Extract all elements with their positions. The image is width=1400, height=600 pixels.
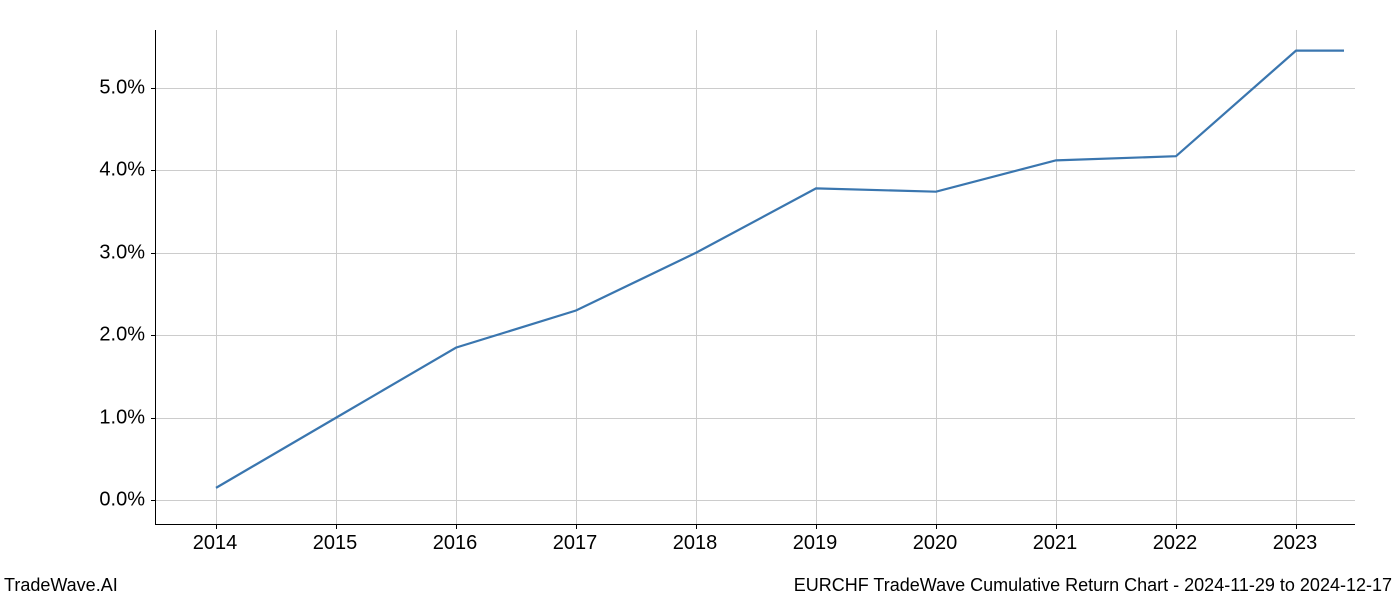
x-tick-label: 2023 bbox=[1273, 532, 1318, 555]
y-tick-label: 4.0% bbox=[99, 159, 145, 182]
x-tick-mark bbox=[1296, 524, 1297, 529]
y-tick-label: 1.0% bbox=[99, 406, 145, 429]
footer-brand: TradeWave.AI bbox=[4, 575, 118, 596]
x-tick-label: 2022 bbox=[1153, 532, 1198, 555]
x-tick-mark bbox=[1176, 524, 1177, 529]
x-tick-mark bbox=[816, 524, 817, 529]
line-series bbox=[156, 30, 1355, 524]
x-tick-label: 2019 bbox=[793, 532, 838, 555]
x-tick-label: 2014 bbox=[193, 532, 238, 555]
x-tick-label: 2017 bbox=[553, 532, 598, 555]
y-tick-label: 2.0% bbox=[99, 324, 145, 347]
x-tick-mark bbox=[576, 524, 577, 529]
x-tick-label: 2018 bbox=[673, 532, 718, 555]
y-tick-label: 0.0% bbox=[99, 489, 145, 512]
x-tick-label: 2020 bbox=[913, 532, 958, 555]
x-tick-mark bbox=[456, 524, 457, 529]
x-tick-label: 2016 bbox=[433, 532, 478, 555]
footer-caption: EURCHF TradeWave Cumulative Return Chart… bbox=[794, 575, 1392, 596]
y-tick-label: 5.0% bbox=[99, 76, 145, 99]
x-tick-mark bbox=[216, 524, 217, 529]
x-tick-label: 2015 bbox=[313, 532, 358, 555]
y-tick-label: 3.0% bbox=[99, 241, 145, 264]
x-tick-label: 2021 bbox=[1033, 532, 1078, 555]
x-tick-mark bbox=[336, 524, 337, 529]
x-tick-mark bbox=[696, 524, 697, 529]
chart-plot-area bbox=[155, 30, 1355, 525]
plot-border bbox=[155, 30, 1355, 525]
x-tick-mark bbox=[1056, 524, 1057, 529]
x-tick-mark bbox=[936, 524, 937, 529]
